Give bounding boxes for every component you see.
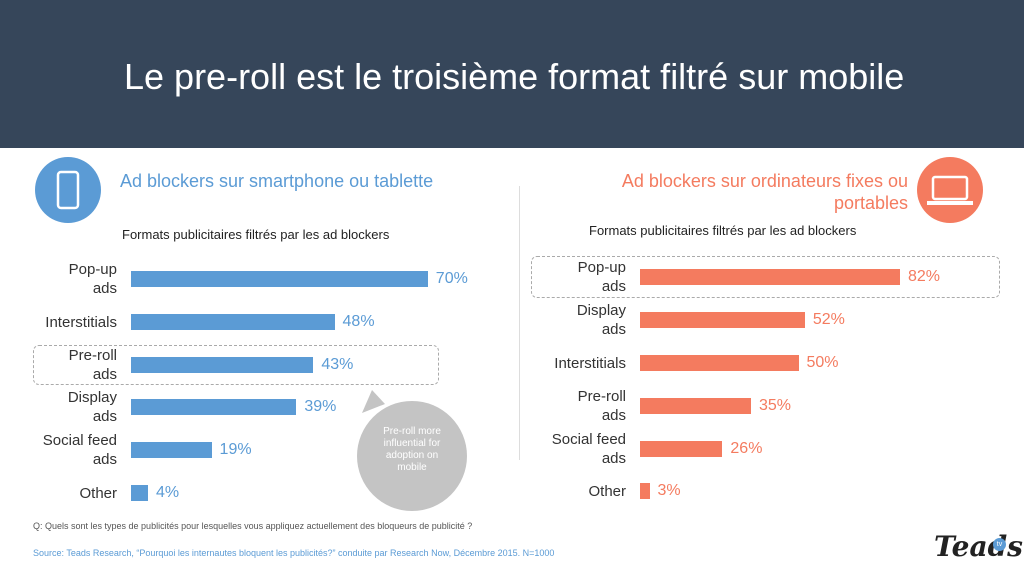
value-label: 70%	[435, 270, 468, 287]
value-label: 4%	[155, 484, 180, 501]
logo: Teads	[934, 530, 1023, 563]
callout-text: Pre-roll more influential for adoption o…	[383, 426, 441, 473]
question: Q: Quels sont les types de publicités po…	[33, 521, 473, 531]
bar	[640, 312, 805, 328]
bar	[131, 485, 148, 501]
slide-title: Le pre-roll est le troisième format filt…	[124, 56, 905, 97]
category-label: Pre-roll ads	[68, 347, 117, 383]
bar	[640, 398, 751, 414]
category-label: Social feed ads	[551, 431, 626, 467]
value-label: 52%	[812, 311, 845, 328]
value-label: 3%	[657, 482, 681, 499]
category-label: Pop-up ads	[577, 259, 626, 295]
highlight-box	[33, 345, 439, 385]
highlight-box	[531, 256, 1000, 298]
chart-subtitle: Formats publicitaires filtrés par les ad…	[122, 227, 390, 242]
value-label: 43%	[321, 356, 354, 373]
value-label: 82%	[907, 268, 940, 285]
phone-icon	[35, 157, 101, 223]
value-label: 19%	[219, 441, 252, 458]
category-label: Pre-roll ads	[577, 388, 626, 424]
callout-bubble	[357, 401, 467, 511]
chart-subtitle: Formats publicitaires filtrés par les ad…	[589, 223, 857, 238]
bar	[131, 357, 314, 373]
bar	[131, 271, 428, 287]
source: Source: Teads Research, “Pourquoi les in…	[33, 548, 555, 558]
bar	[640, 269, 900, 285]
value-label: 50%	[806, 354, 839, 371]
category-label: Social feed ads	[42, 432, 117, 468]
bar	[131, 399, 297, 415]
bar	[131, 314, 335, 330]
bar	[640, 483, 650, 499]
bar	[131, 442, 212, 458]
bar	[640, 355, 799, 371]
bar	[640, 441, 723, 457]
value-label: 35%	[758, 397, 791, 414]
value-label: 48%	[342, 313, 375, 330]
category-label: Other	[79, 484, 117, 502]
divider	[519, 186, 520, 460]
chart-title: Ad blockers sur ordinateurs fixes ou por…	[621, 171, 908, 213]
value-label: 26%	[730, 440, 763, 457]
category-label: Pop-up ads	[68, 261, 117, 297]
category-label: Display ads	[67, 389, 117, 425]
value-label: 39%	[304, 398, 337, 415]
logo-badge: tv	[993, 538, 1006, 551]
category-label: Interstitials	[554, 354, 626, 372]
laptop-icon	[917, 157, 983, 223]
chart-title: Ad blockers sur smartphone ou tablette	[120, 171, 434, 191]
category-label: Interstitials	[45, 313, 117, 331]
category-label: Other	[588, 482, 626, 500]
header	[0, 0, 1024, 148]
category-label: Display ads	[576, 302, 626, 338]
